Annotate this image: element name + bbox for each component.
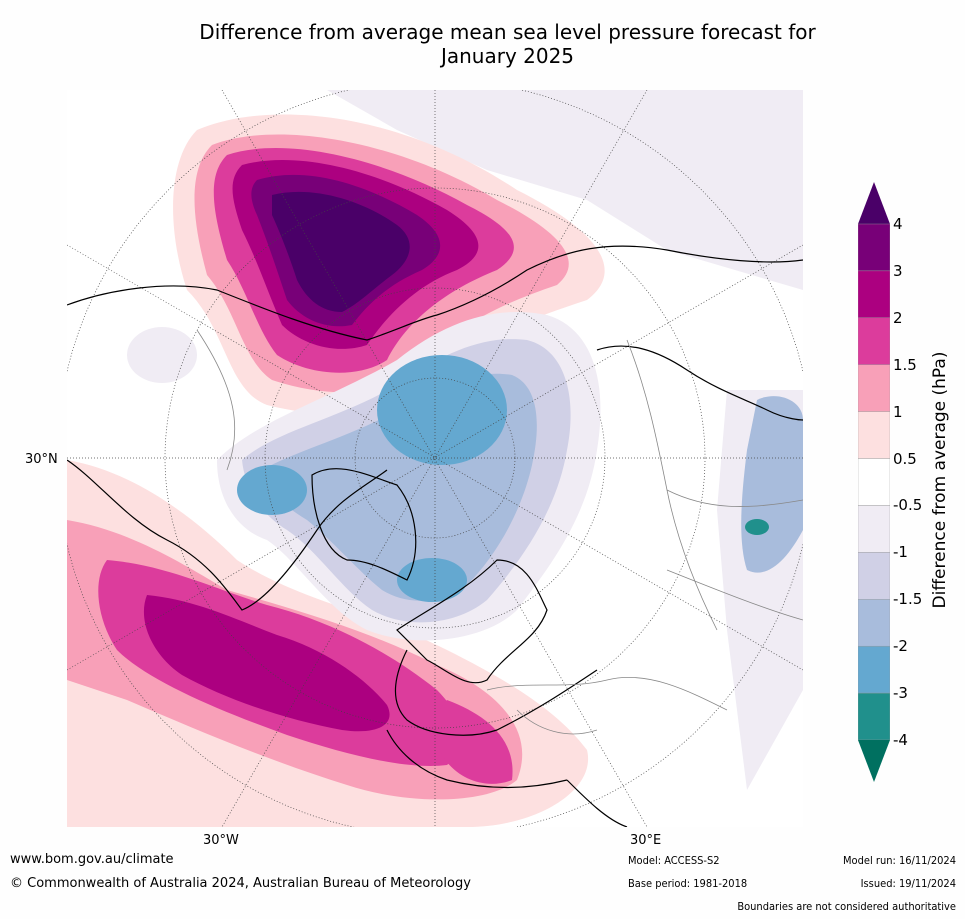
colorbar-tick-label: 4 <box>893 215 903 233</box>
colorbar-tick-label: -1.5 <box>893 590 923 609</box>
colorbar-segment <box>857 552 891 600</box>
chart-title: Difference from average mean sea level p… <box>0 20 965 68</box>
polar-map <box>67 90 803 827</box>
colorbar-segment <box>857 505 891 553</box>
lon-label-30e: 30°E <box>630 833 662 848</box>
footer-model-run: Model run: 16/11/2024 <box>843 854 956 867</box>
anomaly-region <box>327 90 803 290</box>
country-borders <box>196 329 803 735</box>
footer-url[interactable]: www.bom.gov.au/climate <box>10 852 174 867</box>
coastlines <box>67 245 803 827</box>
colorbar-tick-label: -1 <box>893 543 908 562</box>
colorbar-segment <box>857 270 891 319</box>
colorbar-tick-label: 2 <box>893 308 903 327</box>
colorbar-segment <box>857 317 891 365</box>
colorbar <box>857 182 891 782</box>
colorbar-tick-label: 3 <box>893 261 903 280</box>
footer-base-period: Base period: 1981-2018 <box>628 877 748 890</box>
colorbar-segment <box>857 599 891 647</box>
lat-label-30n: 30°N <box>25 452 58 467</box>
anomaly-region <box>127 327 197 383</box>
colorbar-tick-label: -4 <box>893 731 908 749</box>
title-line-1: Difference from average mean sea level p… <box>199 20 816 44</box>
colorbar-segment <box>857 458 891 506</box>
title-line-2: January 2025 <box>440 44 575 68</box>
colorbar-segment <box>857 223 891 272</box>
footer-copyright: © Commonwealth of Australia 2024, Austra… <box>10 876 471 891</box>
colorbar-segment <box>857 411 891 459</box>
colorbar-tick-label: 1 <box>893 402 903 421</box>
low-anomaly-east-asia <box>741 396 803 573</box>
colorbar-tick-label: 1.5 <box>893 355 917 374</box>
graticule <box>67 90 803 827</box>
colorbar-segment <box>857 692 891 741</box>
colorbar-segment <box>857 364 891 412</box>
high-anomaly-north-pacific <box>173 114 605 415</box>
footer-disclaimer: Boundaries are not considered authoritat… <box>737 900 956 913</box>
colorbar-segment <box>857 645 891 694</box>
colorbar-extend-top <box>858 182 890 224</box>
footer-model: Model: ACCESS-S2 <box>628 854 720 867</box>
colorbar-title: Difference from average (hPa) <box>930 351 950 609</box>
colorbar-tick-label: -3 <box>893 684 908 703</box>
lon-label-30w: 30°W <box>203 833 239 848</box>
footer-issued: Issued: 19/11/2024 <box>860 877 956 890</box>
colorbar-tick-label: -0.5 <box>893 496 923 515</box>
colorbar-extend-bottom <box>858 740 890 782</box>
colorbar-tick-label: -2 <box>893 637 908 656</box>
colorbar-tick-label: 0.5 <box>893 449 917 468</box>
